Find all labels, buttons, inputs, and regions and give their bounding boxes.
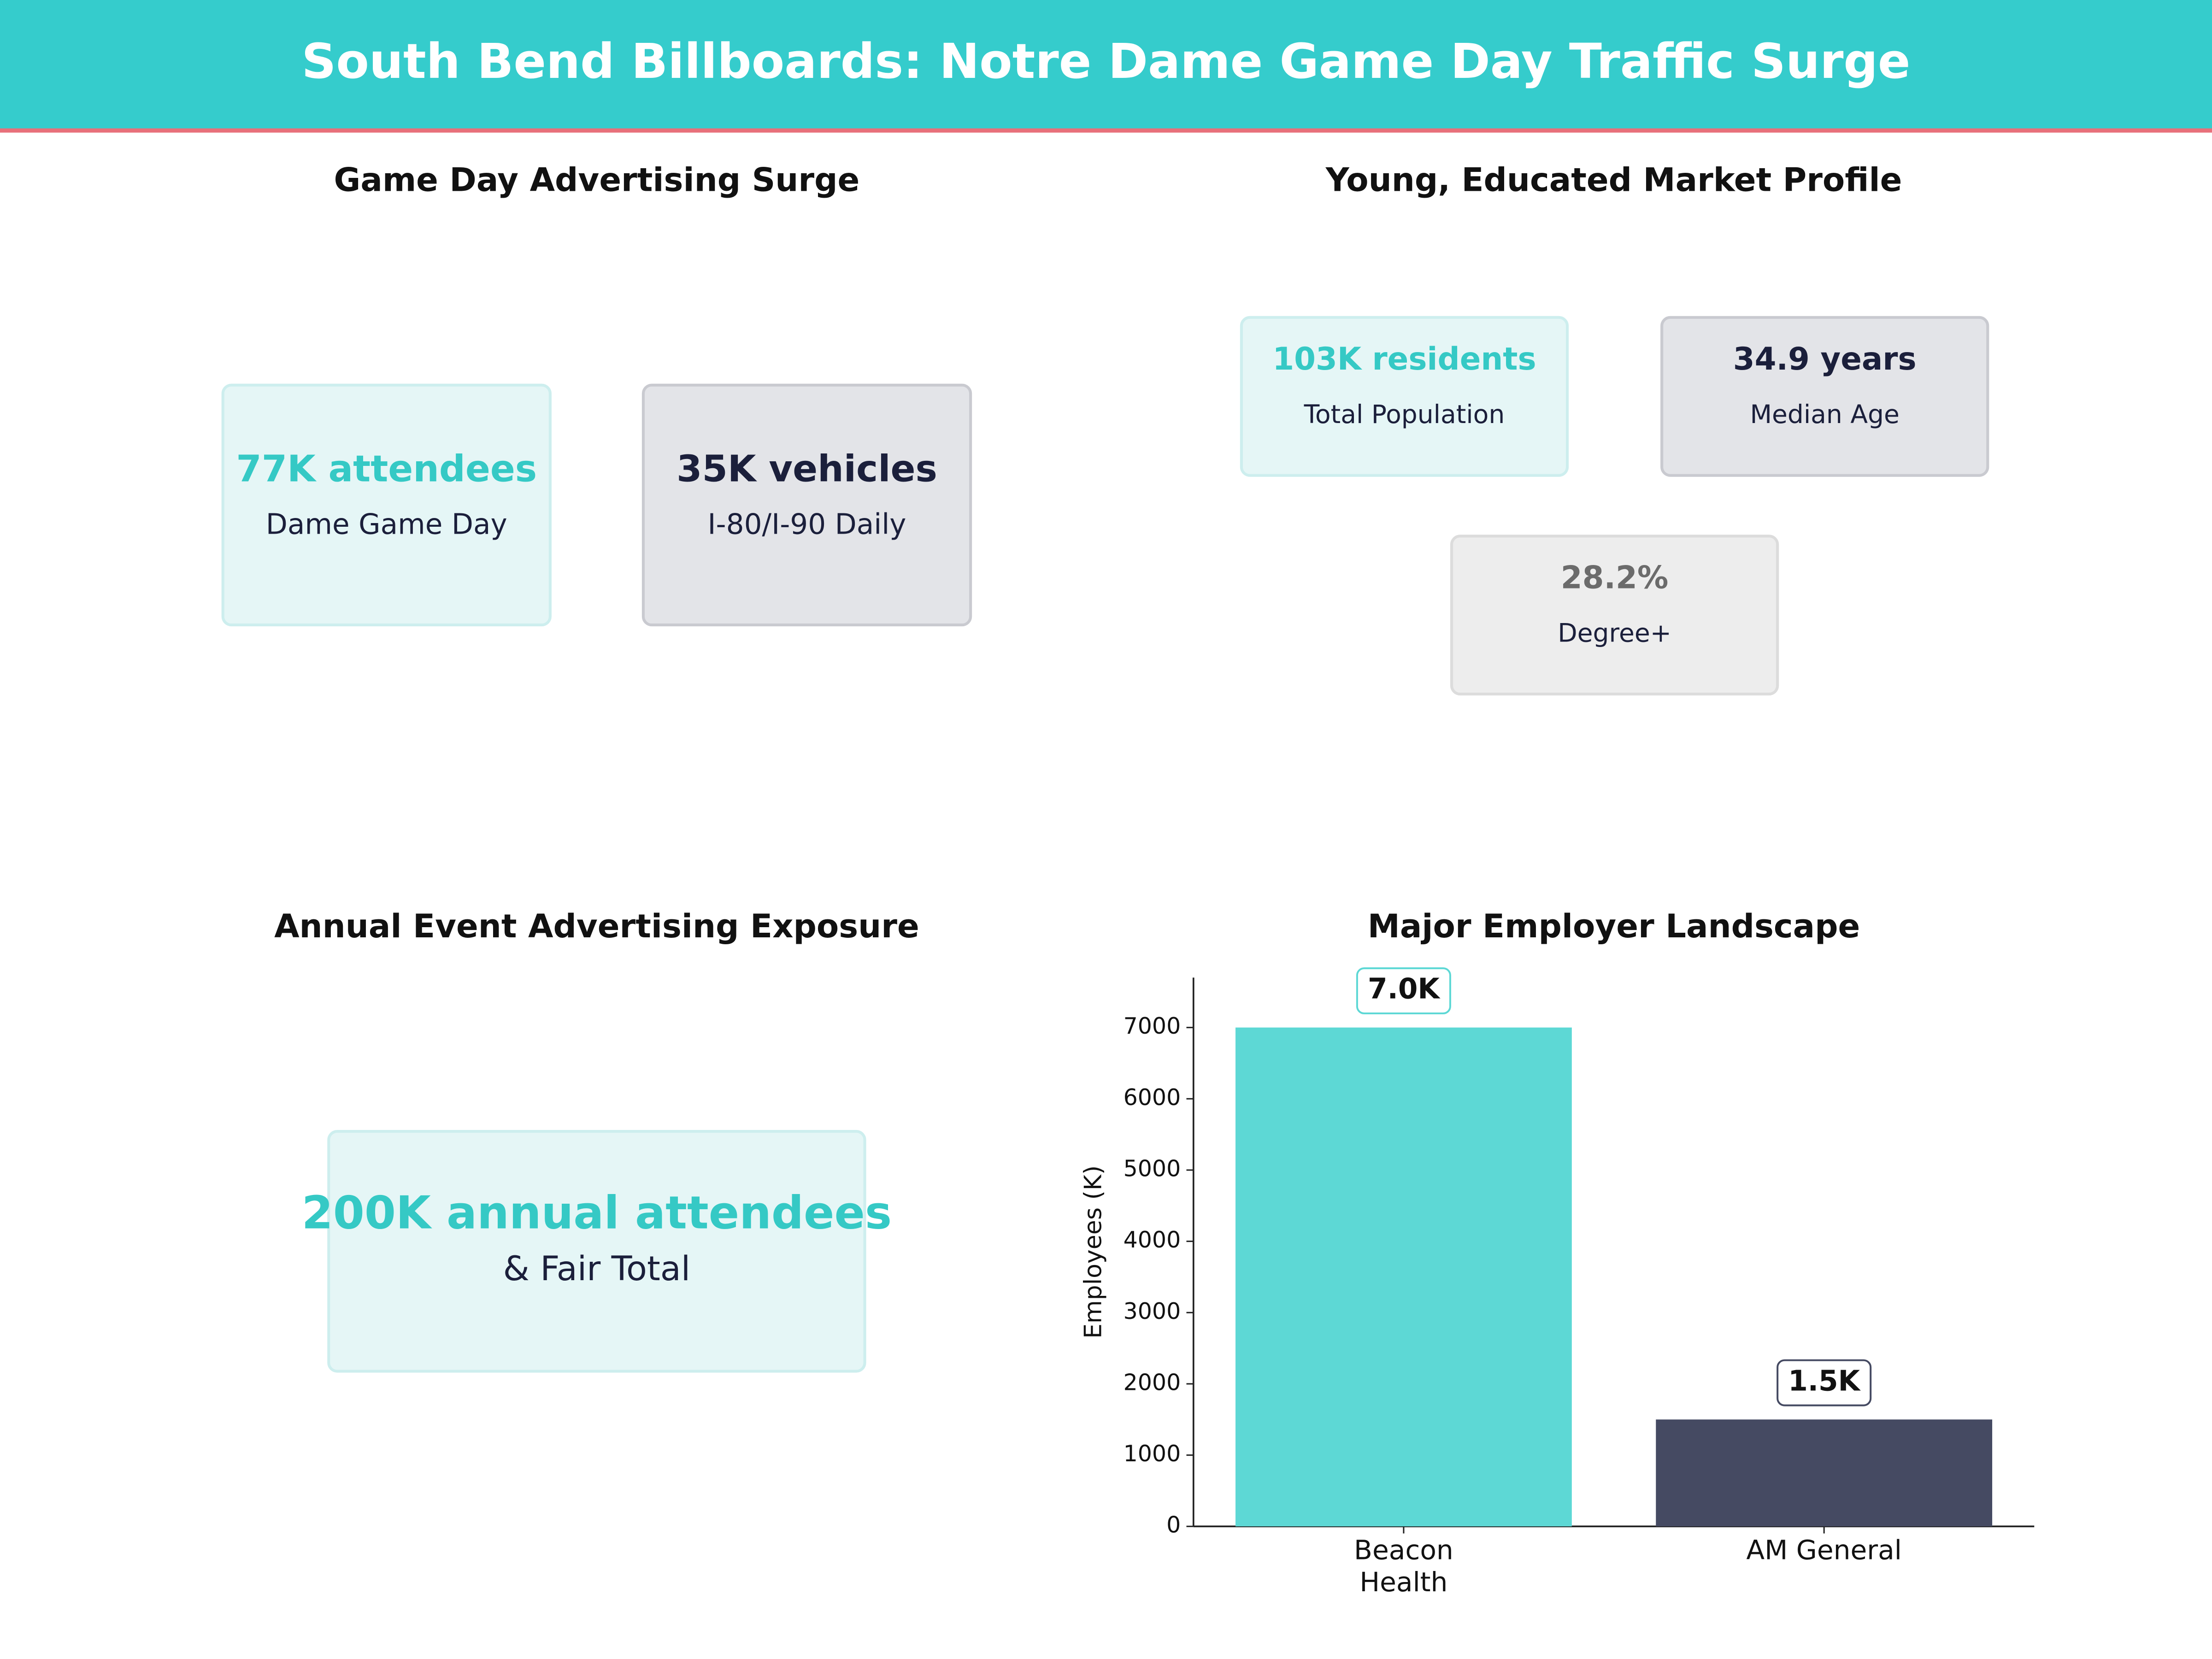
value-label-box [1356,967,1451,1015]
y-tick-label: 2000 [1124,1369,1181,1395]
y-tick-label: 4000 [1124,1227,1181,1253]
y-axis-label: Employees (K) [1080,1165,1107,1339]
stat-card [1660,316,1989,477]
panel-title: Annual Event Advertising Exposure [274,907,919,945]
stat-value: 103K residents [1272,341,1536,377]
stat-label: Degree+ [1558,618,1671,648]
panel-title: Game Day Advertising Surge [334,161,860,199]
header-rule [0,128,2212,133]
value-label: 7.0K [1368,973,1441,1006]
x-tick-label: AM General [1746,1534,1902,1565]
panel-title: Young, Educated Market Profile [1325,161,1902,199]
bar [1235,1027,1572,1527]
stat-label: Total Population [1304,400,1505,429]
stat-label: I-80/I-90 Daily [707,508,906,541]
stat-value: 35K vehicles [677,447,937,490]
y-tick-label: 5000 [1124,1155,1181,1182]
header-band [0,0,2212,130]
value-label: 1.5K [1788,1365,1861,1397]
stat-card [327,1130,866,1373]
stat-card [221,383,552,627]
stat-value: 200K annual attendees [302,1187,892,1240]
chart-title: Major Employer Landscape [1368,907,1860,945]
stat-card [641,383,972,627]
page-title: South Bend Billboards: Notre Dame Game D… [301,33,1910,89]
bar [1656,1419,1993,1527]
stat-value: 77K attendees [236,447,537,490]
stat-label: Median Age [1750,400,1899,429]
y-tick-label: 1000 [1124,1441,1181,1467]
stat-label: Dame Game Day [266,508,507,541]
y-tick-label: 6000 [1124,1084,1181,1111]
stat-card [1450,535,1779,696]
stat-card [1240,316,1569,477]
y-tick-label: 0 [1166,1512,1181,1538]
y-tick-label: 3000 [1124,1298,1181,1324]
x-tick-label: Beacon Health [1354,1534,1453,1598]
y-tick-label: 7000 [1124,1013,1181,1039]
value-label-box [1777,1359,1872,1406]
stat-value: 34.9 years [1733,341,1917,377]
stat-label: & Fair Total [503,1249,691,1288]
stat-value: 28.2% [1561,559,1669,596]
